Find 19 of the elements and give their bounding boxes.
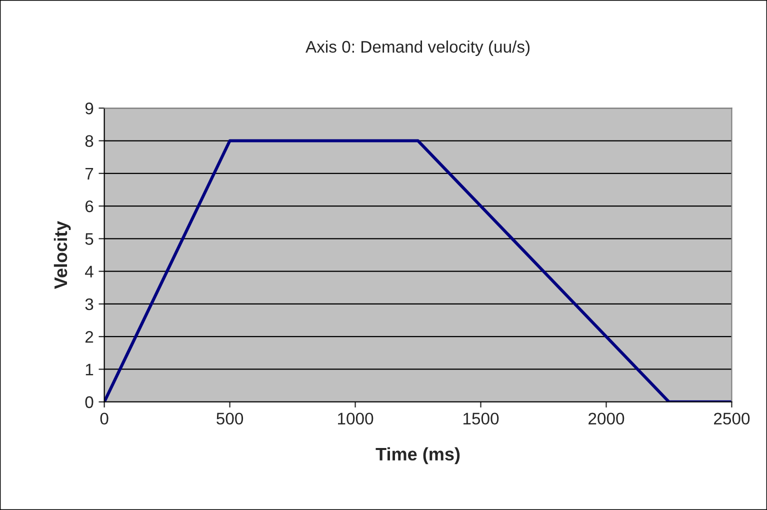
x-tick-label: 1500 (463, 412, 499, 425)
x-axis-title: Time (ms) (376, 447, 460, 464)
y-tick-label: 8 (85, 135, 94, 147)
y-tick-label: 3 (85, 298, 94, 310)
y-tick-label: 2 (85, 331, 94, 343)
x-tick-label: 500 (216, 412, 244, 425)
x-tick-label: 1000 (338, 412, 374, 425)
y-tick-label: 6 (85, 200, 94, 212)
y-tick-label: 7 (85, 168, 94, 180)
y-tick-label: 1 (86, 364, 94, 376)
y-tick-label: 5 (85, 233, 94, 245)
y-tick-label: 4 (85, 266, 94, 278)
y-tick-label: 0 (85, 396, 94, 408)
chart-title: Axis 0: Demand velocity (uu/s) (306, 40, 530, 56)
x-tick-label: 2500 (714, 412, 750, 425)
x-tick-label: 2000 (588, 412, 624, 425)
y-tick-label: 9 (85, 102, 94, 114)
y-axis-title: Velocity (54, 220, 71, 289)
x-tick-label: 0 (100, 412, 108, 425)
